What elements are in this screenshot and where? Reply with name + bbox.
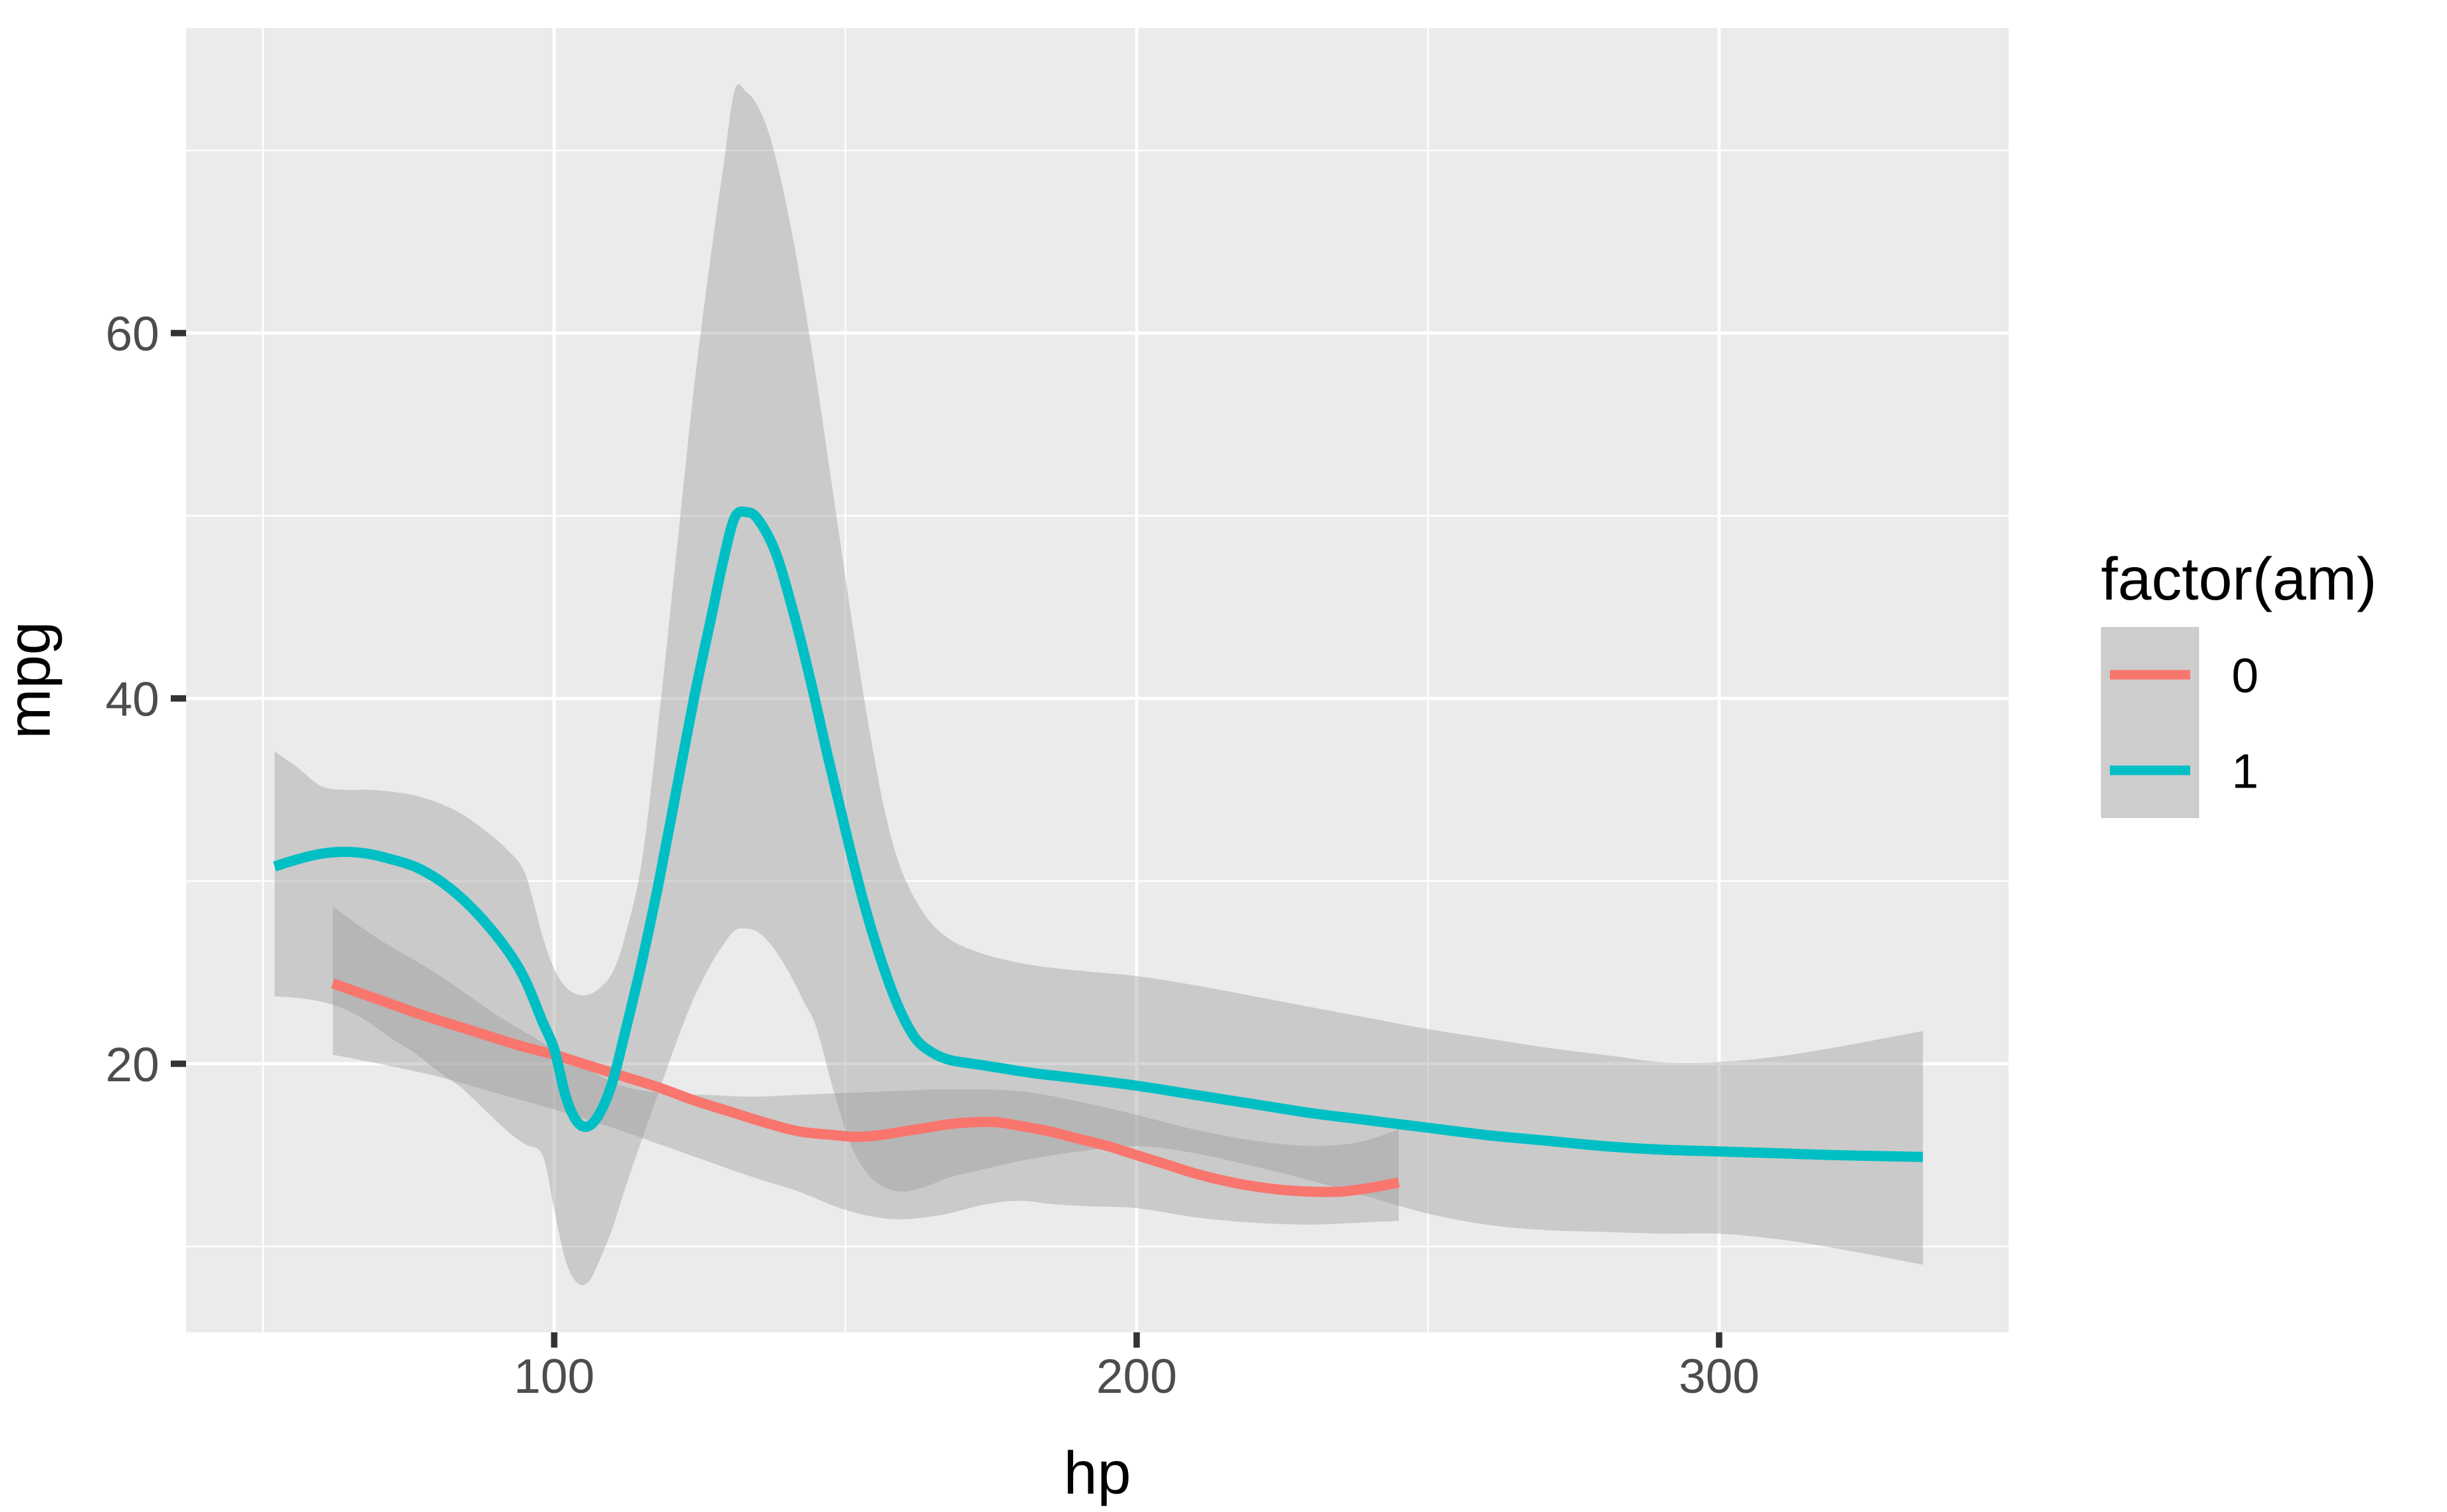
data-layer xyxy=(273,84,1923,1285)
axis-ticks: 20 40 60 100 200 300 xyxy=(105,307,1759,1404)
legend: factor(am) 0 1 xyxy=(2101,545,2377,818)
panel-background xyxy=(186,28,2009,1332)
gridlines xyxy=(186,28,2009,1332)
x-tick-label: 200 xyxy=(1096,1350,1177,1404)
y-tick-label: 40 xyxy=(105,673,159,727)
legend-label-am0: 0 xyxy=(2232,649,2258,703)
confidence-ribbon-am1 xyxy=(274,84,1923,1285)
legend-title: factor(am) xyxy=(2101,545,2377,613)
y-tick-label: 20 xyxy=(105,1038,159,1092)
x-axis-title: hp xyxy=(1064,1439,1131,1507)
legend-label-am1: 1 xyxy=(2232,744,2258,798)
x-tick-label: 100 xyxy=(514,1350,595,1404)
confidence-ribbon-am0 xyxy=(333,907,1399,1225)
y-tick-label: 60 xyxy=(105,307,159,361)
x-tick-label: 300 xyxy=(1678,1350,1759,1404)
y-axis-title: mpg xyxy=(0,621,63,739)
smooth-line-am1 xyxy=(273,506,1923,1162)
smooth-line-am0 xyxy=(331,978,1400,1197)
